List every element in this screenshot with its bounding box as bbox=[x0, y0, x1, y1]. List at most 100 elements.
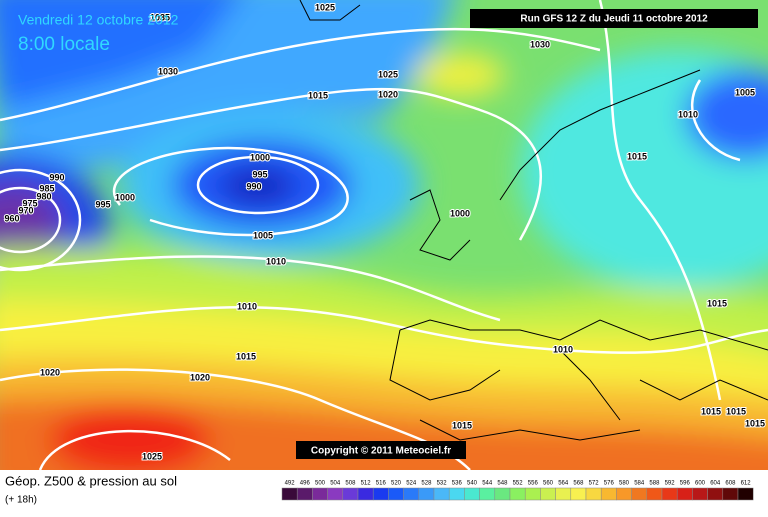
legend-swatch bbox=[600, 487, 617, 501]
isobar-label: 1010 bbox=[266, 256, 286, 266]
legend-swatch bbox=[524, 487, 541, 501]
isobar-label: 1015 bbox=[745, 418, 765, 428]
isobar-label: 1030 bbox=[530, 39, 550, 49]
legend-swatch bbox=[281, 487, 298, 501]
legend-label: 584 bbox=[634, 481, 645, 487]
legend-label: 492 bbox=[285, 481, 296, 487]
legend-swatch bbox=[357, 487, 374, 501]
isobar-label: 1015 bbox=[627, 151, 647, 161]
isobar-label: 990 bbox=[49, 172, 64, 182]
legend-swatch bbox=[327, 487, 344, 501]
copyright-box bbox=[296, 441, 466, 459]
legend-label: 608 bbox=[725, 481, 736, 487]
legend-swatch bbox=[342, 487, 359, 501]
run: Run GFS 12 Z du Jeudi 11 octobre 2012 bbox=[520, 14, 708, 25]
legend-label: 560 bbox=[543, 481, 554, 487]
isobar-label: 1015 bbox=[308, 90, 328, 100]
legend-label: 568 bbox=[573, 481, 584, 487]
legend-swatch bbox=[555, 487, 572, 501]
isobar-label: 1000 bbox=[115, 192, 135, 202]
legend-label: 572 bbox=[589, 481, 600, 487]
coastlines bbox=[299, 0, 768, 441]
legend-swatch bbox=[616, 487, 632, 501]
color-field bbox=[0, 0, 768, 470]
legend-label: 516 bbox=[376, 481, 387, 487]
legend-swatch bbox=[433, 487, 450, 501]
isobar-label: 1035 bbox=[150, 12, 170, 22]
date: Vendredi 12 octobre 2012 bbox=[18, 12, 179, 28]
copyright: Copyright © 2011 Meteociel.fr bbox=[311, 446, 451, 457]
legend-swatch bbox=[676, 487, 693, 501]
legend-label: 500 bbox=[315, 481, 326, 487]
legend-swatch bbox=[479, 487, 496, 501]
legend-label: 548 bbox=[497, 481, 508, 487]
isobar-labels: 1035 1025 1030 1030 1025 1015 1020 1005 1010 1015… bbox=[3, 1, 766, 462]
isobar-label: 1015 bbox=[236, 351, 256, 361]
isobar-label: 1010 bbox=[553, 344, 573, 354]
legend-label: 592 bbox=[665, 481, 676, 487]
isobar-label: 1005 bbox=[735, 87, 755, 97]
isobar-label: 995 bbox=[252, 169, 267, 179]
isobar-label: 990 bbox=[246, 181, 261, 191]
legend-swatch bbox=[494, 487, 511, 501]
legend-swatch bbox=[737, 487, 754, 501]
isobar-label: 1005 bbox=[253, 230, 273, 240]
isobar-label: 1015 bbox=[726, 406, 746, 416]
legend-swatch bbox=[631, 487, 648, 501]
legend-label: 588 bbox=[649, 481, 660, 487]
legend-label: 576 bbox=[604, 481, 615, 487]
legend-label: 612 bbox=[741, 481, 752, 487]
legend-swatch bbox=[707, 487, 724, 501]
legend-label: 540 bbox=[467, 481, 478, 487]
isobar-label: 1015 bbox=[701, 406, 721, 416]
isobar-label: 995 bbox=[95, 199, 110, 209]
legend-swatch bbox=[312, 487, 328, 501]
isobar-label: 1025 bbox=[142, 451, 162, 461]
legend-swatch bbox=[418, 487, 435, 501]
time: 8:00 locale bbox=[18, 34, 110, 55]
isobar-label: 985 bbox=[39, 183, 54, 193]
legend-swatch bbox=[388, 487, 404, 501]
isobars bbox=[0, 0, 768, 470]
isobar-label: 1025 bbox=[378, 69, 398, 79]
legend-label: 580 bbox=[619, 481, 630, 487]
legend-swatch bbox=[403, 487, 420, 501]
isobar-label: 1030 bbox=[158, 66, 178, 76]
isobar-label: 1010 bbox=[678, 109, 698, 119]
legend-label: 552 bbox=[513, 481, 524, 487]
isobar-label: 970 bbox=[18, 205, 33, 215]
legend-swatch bbox=[296, 487, 313, 501]
isobar-label: 1000 bbox=[450, 208, 470, 218]
legend-swatch bbox=[722, 487, 739, 501]
isobar-label: 1020 bbox=[378, 89, 398, 99]
legend-label: 532 bbox=[437, 481, 448, 487]
legend-swatch bbox=[448, 487, 465, 501]
legend-swatch bbox=[692, 487, 708, 501]
legend: 492 496 500 504 508 512 516 520 524 528 532 536 540 5… bbox=[281, 481, 754, 501]
isobar-label: 960 bbox=[4, 213, 19, 223]
isobar-label: 1015 bbox=[452, 420, 472, 430]
footer-subtitle: (+ 18h) bbox=[5, 495, 37, 506]
footer-title: Géop. Z500 & pression au sol bbox=[5, 473, 177, 488]
isobar-label: 1015 bbox=[707, 298, 727, 308]
legend-label: 496 bbox=[300, 481, 311, 487]
isobar-label: 975 bbox=[22, 198, 37, 208]
field bbox=[0, 0, 768, 470]
legend-label: 604 bbox=[710, 481, 721, 487]
legend-label: 556 bbox=[528, 481, 539, 487]
legend-swatch bbox=[570, 487, 587, 501]
legend-label: 504 bbox=[330, 481, 341, 487]
legend-swatch bbox=[646, 487, 663, 501]
isobar-label: 1020 bbox=[190, 372, 210, 382]
run-box bbox=[470, 9, 758, 28]
legend-label: 596 bbox=[680, 481, 691, 487]
legend-swatch bbox=[540, 487, 556, 501]
legend-swatch bbox=[464, 487, 480, 501]
legend-label: 600 bbox=[695, 481, 706, 487]
legend-label: 508 bbox=[345, 481, 356, 487]
legend-label: 520 bbox=[391, 481, 402, 487]
legend-label: 564 bbox=[558, 481, 569, 487]
legend-label: 536 bbox=[452, 481, 463, 487]
